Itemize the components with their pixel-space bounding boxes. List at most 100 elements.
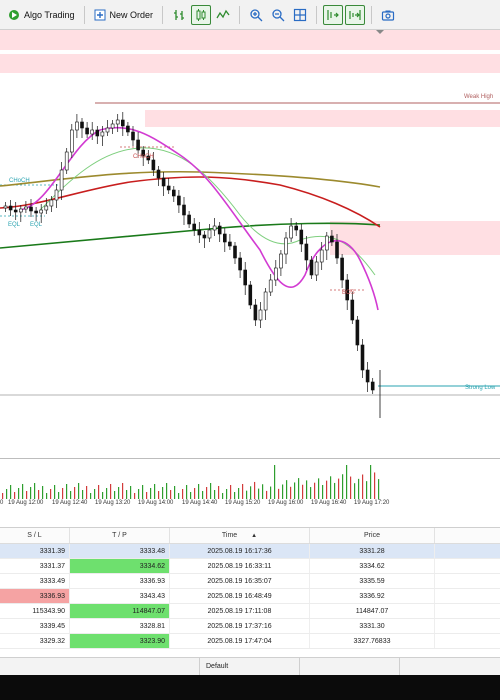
candle-body: [324, 235, 329, 251]
candle-body: [8, 205, 13, 211]
candle-body: [340, 257, 344, 281]
volume-bar: [6, 489, 8, 499]
zone-mid: [145, 110, 500, 127]
cell-time: 2025.08.19 17:47:04: [170, 634, 310, 648]
tile-windows-icon[interactable]: [290, 5, 310, 25]
candle-body: [39, 209, 44, 214]
cell-sl: 3329.32: [0, 634, 70, 648]
column-header-sl[interactable]: S / L: [0, 528, 70, 543]
volume-bar: [110, 484, 112, 499]
profile-selector[interactable]: Default: [200, 658, 300, 675]
volume-bar: [146, 492, 148, 499]
ma-green-dark: [0, 222, 381, 249]
column-header-time-label: Time: [221, 532, 238, 539]
volume-bars: [2, 465, 380, 499]
bos-label: BOS: [342, 290, 355, 296]
volume-bar: [230, 485, 232, 499]
candle-body: [197, 229, 202, 236]
time-tick: 19 Aug 12:00: [8, 500, 44, 506]
volume-bar: [326, 480, 328, 499]
algo-trading-button[interactable]: Algo Trading: [4, 4, 79, 26]
candle-body: [161, 177, 166, 187]
new-order-button[interactable]: New Order: [90, 4, 158, 26]
column-header-tp[interactable]: T / P: [70, 528, 170, 543]
algo-trading-label: Algo Trading: [24, 9, 75, 20]
candle-body: [70, 129, 74, 153]
volume-bar: [14, 492, 16, 499]
cell-sl: 3331.39: [0, 544, 70, 558]
cell-price: 114847.07: [310, 604, 435, 618]
cell-sl: 3339.45: [0, 619, 70, 633]
cell-empty: [435, 574, 500, 588]
table-row[interactable]: 3339.45 3328.81 2025.08.19 17:37:16 3331.30: [0, 619, 500, 634]
time-tick: 19 Aug 16:40: [311, 500, 347, 506]
candle-body: [304, 243, 309, 261]
time-tick: 19 Aug 17:20: [354, 500, 390, 506]
cell-time: 2025.08.19 16:17:36: [170, 544, 310, 558]
zoom-in-icon[interactable]: [246, 5, 266, 25]
cell-price: 3336.92: [310, 589, 435, 603]
volume-bar: [242, 484, 244, 499]
volume-bar: [86, 486, 88, 499]
time-tick: 19 Aug 14:00: [138, 500, 174, 506]
candle-body: [29, 206, 33, 212]
eql-label-2: EQL: [30, 222, 43, 228]
column-header-price[interactable]: Price: [310, 528, 435, 543]
candle-body: [34, 210, 38, 214]
candlestick-chart-icon[interactable]: [191, 4, 212, 25]
candle-body: [202, 234, 207, 239]
volume-bar: [182, 489, 184, 499]
volume-bar: [106, 488, 108, 499]
volume-bar: [82, 490, 84, 499]
cell-price: 3331.30: [310, 619, 435, 633]
column-header-time[interactable]: Time ▲: [170, 528, 310, 543]
table-row[interactable]: 3329.32 3323.90 2025.08.19 17:47:04 3327.76…: [0, 634, 500, 649]
volume-bar: [298, 478, 300, 499]
screenshot-icon[interactable]: [378, 5, 398, 25]
candlestick-series: [3, 112, 381, 418]
volume-bar: [346, 465, 348, 499]
chart-shift-icon[interactable]: [345, 4, 366, 25]
candle-body: [100, 131, 105, 137]
candle-body: [335, 241, 339, 259]
candle-body: [44, 205, 49, 211]
candle-body: [284, 237, 288, 255]
toolbar-separator: [83, 5, 85, 24]
cell-tp: 3334.62: [70, 559, 170, 573]
table-row[interactable]: 3331.39 3333.48 2025.08.19 16:17:36 3331.28: [0, 544, 500, 559]
table-row[interactable]: 115343.90 114847.07 2025.08.19 17:11:08 114…: [0, 604, 500, 619]
volume-bar: [246, 490, 248, 499]
table-row[interactable]: 3331.37 3334.62 2025.08.19 16:33:11 3334.62: [0, 559, 500, 574]
bar-chart-icon[interactable]: [169, 5, 189, 25]
volume-bar: [130, 486, 132, 499]
volume-bar: [318, 478, 320, 499]
candle-body: [187, 214, 191, 225]
cell-price: 3331.28: [310, 544, 435, 558]
volume-bar: [206, 487, 208, 499]
time-tick: 0: [0, 500, 4, 506]
candle-body: [13, 209, 18, 213]
volume-bar: [334, 482, 336, 499]
volume-bar: [46, 493, 48, 499]
volume-bar: [226, 489, 228, 499]
choch-mid-label: CHoCH: [133, 154, 154, 160]
candle-body: [54, 189, 59, 201]
table-row[interactable]: 3336.93 3343.43 2025.08.19 16:48:49 3336.92: [0, 589, 500, 604]
cell-sl: 3336.93: [0, 589, 70, 603]
zone-right: [330, 221, 500, 255]
volume-bar: [234, 492, 236, 499]
volume-bar: [186, 485, 188, 499]
volume-bar: [134, 493, 136, 499]
auto-scroll-icon[interactable]: [323, 4, 344, 25]
table-row[interactable]: 3333.49 3336.93 2025.08.19 16:35:07 3335.59: [0, 574, 500, 589]
volume-bar: [58, 492, 60, 499]
zoom-out-icon[interactable]: [268, 5, 288, 25]
column-header-empty: [435, 528, 500, 543]
status-segment: [400, 658, 500, 675]
line-chart-icon[interactable]: [213, 5, 233, 25]
price-chart[interactable]: Weak High Strong Low CHoCH CHoCH EQL EQL…: [0, 30, 500, 455]
choch-left-label: CHoCH: [9, 178, 30, 184]
volume-bar: [54, 485, 56, 499]
candle-body: [177, 195, 181, 206]
volume-bar: [90, 493, 92, 499]
